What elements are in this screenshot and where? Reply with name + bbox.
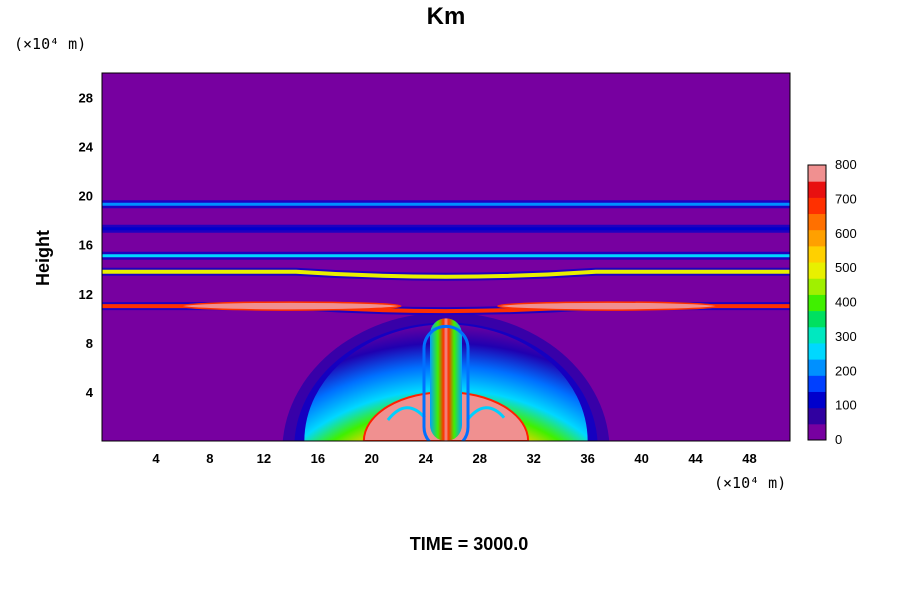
y-tick-label: 4 bbox=[86, 385, 94, 400]
y-axis-label: Height bbox=[33, 230, 53, 286]
colorbar-tick-label: 200 bbox=[835, 363, 857, 378]
x-tick-label: 12 bbox=[257, 451, 271, 466]
dome-swirl bbox=[466, 406, 506, 421]
colorbar-swatch bbox=[808, 391, 826, 409]
colorbar-swatch bbox=[808, 262, 826, 279]
colorbar-swatch bbox=[808, 181, 826, 198]
x-tick-label: 28 bbox=[472, 451, 486, 466]
colorbar-swatch bbox=[808, 407, 826, 425]
colorbar-swatch bbox=[808, 310, 826, 328]
x-axis-ticks: 4 8 12 16 20 24 28 32 36 40 44 48 bbox=[152, 451, 756, 466]
x-tick-label: 36 bbox=[580, 451, 594, 466]
colorbar-tick-label: 300 bbox=[835, 329, 857, 344]
colorbar-tick-label: 600 bbox=[835, 226, 857, 241]
colorbar-swatch bbox=[808, 278, 826, 295]
y-axis-unit: (×10⁴ m) bbox=[14, 35, 86, 53]
colorbar-swatch bbox=[808, 197, 826, 215]
colorbar-tick-label: 700 bbox=[835, 191, 857, 206]
colorbar-tick-label: 800 bbox=[835, 157, 857, 172]
x-tick-label: 48 bbox=[742, 451, 756, 466]
colorbar-frame bbox=[807, 164, 827, 441]
layer-band bbox=[102, 269, 790, 279]
colorbar-tick-label: 0 bbox=[835, 432, 842, 447]
colorbar-swatch bbox=[808, 165, 826, 182]
colorbar-swatch bbox=[808, 213, 826, 231]
x-tick-label: 32 bbox=[526, 451, 540, 466]
plume-halo bbox=[422, 324, 470, 441]
dome-swirl bbox=[386, 406, 426, 421]
y-tick-label: 20 bbox=[79, 189, 93, 204]
x-axis-unit: (×10⁴ m) bbox=[714, 474, 786, 492]
colorbar-swatch bbox=[808, 342, 826, 360]
y-tick-label: 28 bbox=[79, 91, 93, 106]
hot-band-left bbox=[180, 301, 402, 311]
y-tick-label: 16 bbox=[79, 238, 93, 253]
x-tick-label: 4 bbox=[152, 451, 160, 466]
y-tick-label: 8 bbox=[86, 336, 93, 351]
colorbar-tick-label: 400 bbox=[835, 295, 857, 310]
y-tick-label: 24 bbox=[79, 140, 94, 155]
y-tick-label: 12 bbox=[79, 287, 93, 302]
x-tick-label: 44 bbox=[688, 451, 703, 466]
colorbar-swatch bbox=[808, 423, 826, 441]
x-tick-label: 16 bbox=[311, 451, 325, 466]
colorbar-swatch bbox=[808, 294, 826, 312]
heatmap-plot-area bbox=[102, 73, 790, 441]
x-tick-label: 24 bbox=[419, 451, 434, 466]
plume bbox=[430, 318, 462, 441]
colorbar-swatch bbox=[808, 375, 826, 392]
time-label: TIME = 3000.0 bbox=[410, 534, 529, 554]
colorbar-swatch bbox=[808, 245, 826, 263]
colorbar: 0 100 200 300 400 500 600 700 800 bbox=[807, 157, 857, 447]
chart-title: Km bbox=[427, 3, 466, 30]
plot-frame bbox=[101, 72, 791, 442]
colorbar-swatch bbox=[808, 326, 826, 344]
colorbar-swatch bbox=[808, 229, 826, 247]
x-tick-label: 8 bbox=[206, 451, 213, 466]
hot-band-right bbox=[497, 301, 719, 311]
x-tick-label: 20 bbox=[365, 451, 379, 466]
x-tick-label: 40 bbox=[634, 451, 648, 466]
colorbar-swatch bbox=[808, 359, 826, 376]
colorbar-tick-label: 500 bbox=[835, 260, 857, 275]
y-axis-ticks: 4 8 12 16 20 24 28 bbox=[79, 91, 94, 400]
colorbar-tick-label: 100 bbox=[835, 398, 857, 413]
